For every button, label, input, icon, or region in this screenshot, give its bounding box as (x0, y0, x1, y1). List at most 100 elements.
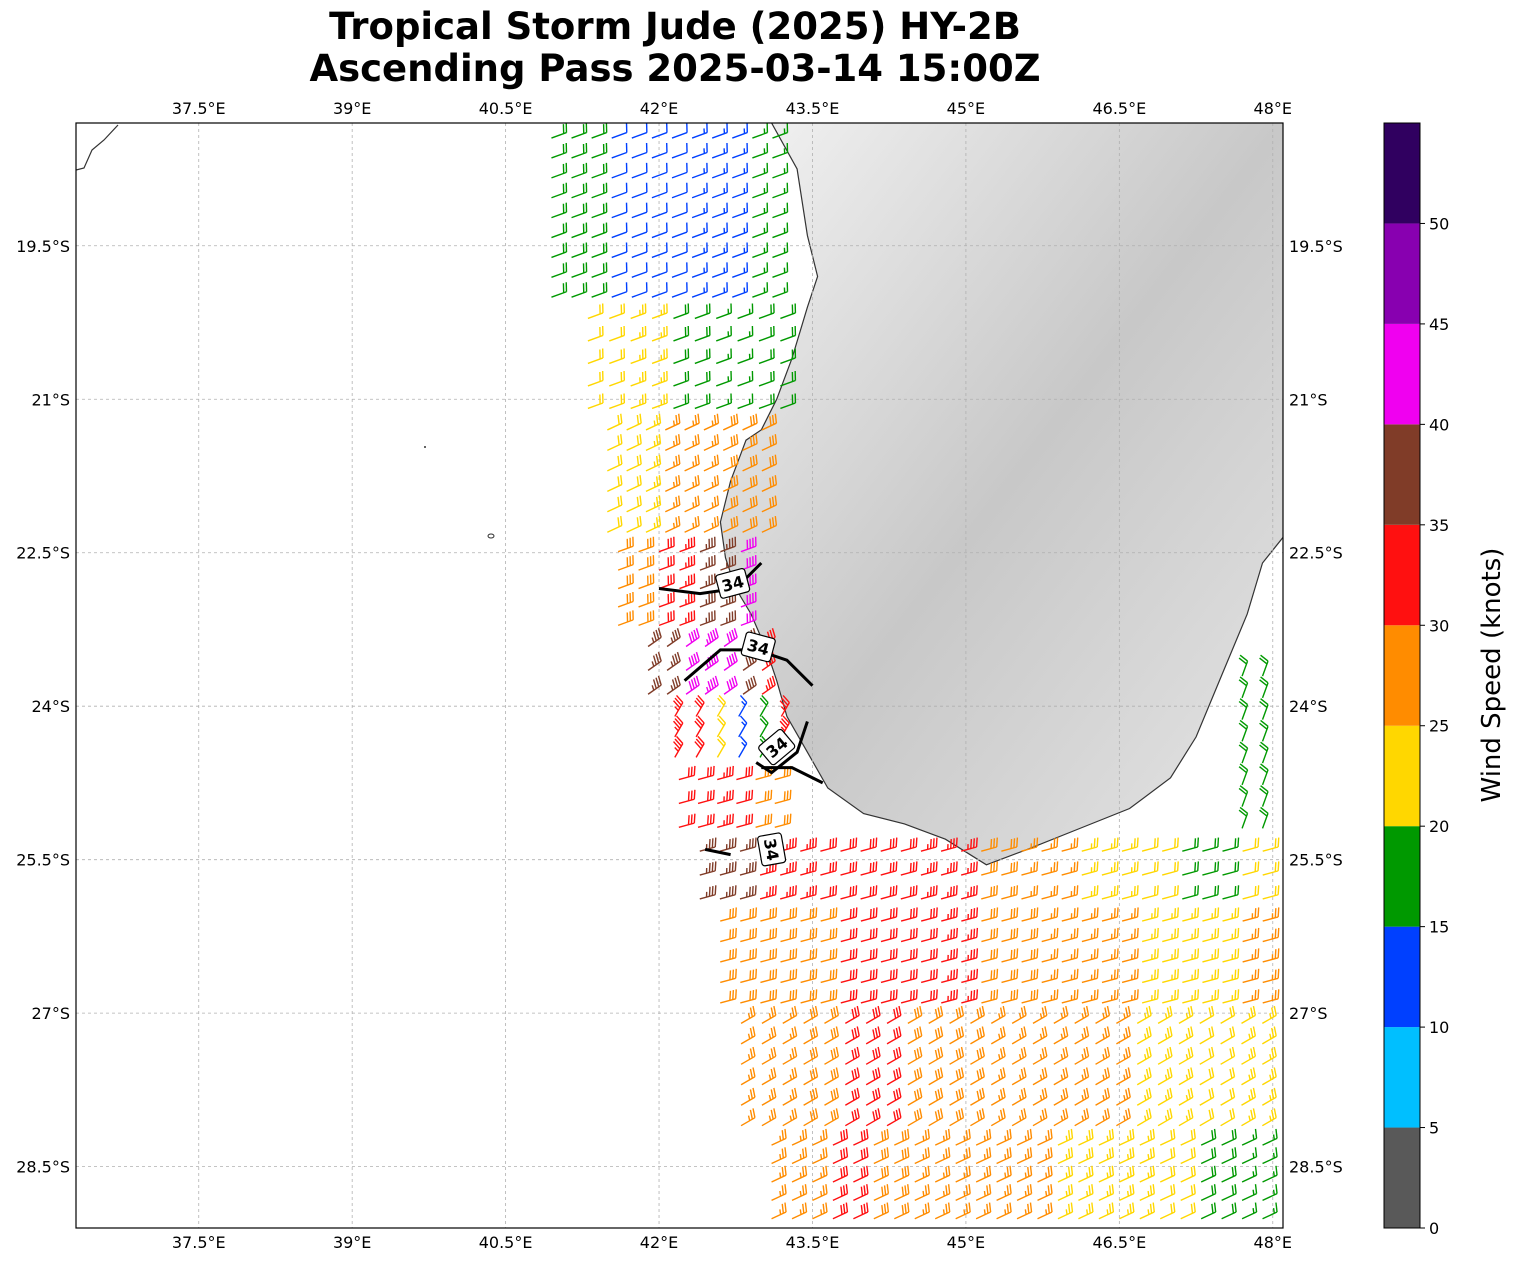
wind-barb (571, 242, 588, 259)
wind-barb (1141, 927, 1159, 943)
wind-barb (679, 591, 696, 608)
lon-tick-label-top: 46.5°E (1092, 99, 1146, 118)
wind-barb (587, 303, 604, 320)
wind-barb (651, 142, 668, 159)
wind-barb (914, 1184, 930, 1202)
wind-barb (1032, 1087, 1048, 1106)
wind-barb (772, 282, 789, 298)
wind-barb (1222, 885, 1240, 900)
wind-barb (1016, 1202, 1033, 1220)
colorbar-bin (1384, 123, 1420, 224)
wind-barb (761, 413, 778, 431)
wind-barb (666, 675, 681, 695)
wind-barb (591, 123, 608, 139)
wind-barb (1074, 1026, 1090, 1045)
lat-tick-label-left: 22.5°S (16, 544, 70, 563)
wind-barb (678, 789, 696, 805)
wind-barb (732, 262, 749, 278)
wind-barb (740, 1108, 756, 1127)
wind-barb (551, 202, 568, 219)
wind-barb (1238, 698, 1249, 720)
wind-barb (820, 907, 838, 922)
wind-barb (844, 1067, 860, 1086)
wind-barb (737, 303, 754, 320)
wind-barb (791, 1184, 808, 1202)
lon-tick-label-top: 37.5°E (172, 99, 226, 118)
wind-barb (1098, 1147, 1115, 1165)
wind-barb (772, 222, 789, 239)
wind-barb (1261, 1087, 1277, 1106)
wind-barb (732, 142, 749, 159)
wind-barb (1159, 1147, 1176, 1165)
wind-barb (671, 123, 688, 139)
wind-barb (1261, 1108, 1277, 1127)
wind-barb (739, 837, 757, 852)
wind-barb (900, 948, 918, 963)
wind-barb (742, 413, 758, 431)
wind-barb (703, 454, 720, 472)
graticule (76, 123, 1283, 1228)
wind-barb (609, 348, 626, 365)
lat-tick-label-left: 19.5°S (16, 237, 70, 256)
wind-barb (800, 927, 818, 943)
wind-barb (752, 202, 769, 219)
wind-barb (1081, 927, 1099, 943)
wind-barb (717, 789, 734, 805)
wind-barb (772, 142, 789, 159)
wind-barb (752, 162, 769, 179)
wind-barb (894, 1128, 910, 1146)
wind-barb (772, 182, 789, 199)
wind-barb (761, 1067, 777, 1086)
wind-barb (732, 123, 749, 139)
wind-barb (860, 968, 878, 984)
wind-barb (1057, 1202, 1074, 1220)
wind-barb (1180, 1202, 1196, 1220)
wind-barb (761, 675, 776, 695)
wind-barb (711, 242, 728, 259)
wind-barb (853, 1165, 869, 1183)
wind-barb (1141, 948, 1159, 963)
wind-barb (1259, 719, 1269, 742)
wind-barb (1053, 1067, 1069, 1086)
wind-barb (894, 1184, 910, 1202)
wind-barb (907, 1067, 923, 1086)
wind-barb (591, 242, 608, 259)
wind-barb (651, 393, 668, 410)
wind-barb (1241, 1202, 1258, 1220)
wind-barb (609, 393, 626, 410)
wind-barb (740, 1087, 756, 1106)
wind-barb (694, 370, 711, 387)
wind-barb (1001, 927, 1019, 943)
lon-tick-label-top: 39°E (333, 99, 371, 118)
wind-barb (1001, 885, 1019, 900)
wind-barb (697, 789, 715, 805)
wind-barb (591, 282, 608, 298)
contour-label-text: 34 (760, 837, 783, 862)
wind-barb (591, 222, 608, 239)
wind-barb (941, 927, 958, 943)
wind-barb (1238, 676, 1249, 699)
wind-barb (1221, 1147, 1237, 1165)
colorbar-bin (1384, 223, 1420, 324)
wind-barb (1098, 1184, 1115, 1202)
lon-tick-label-bottom: 37.5°E (172, 1233, 226, 1252)
wind-barb (609, 303, 626, 320)
wind-barb (1011, 1087, 1027, 1106)
wind-barb (1101, 927, 1119, 943)
wind-barb (800, 989, 818, 1004)
wind-barb (880, 885, 898, 900)
wind-barb (711, 182, 728, 199)
wind-barb (1041, 907, 1059, 922)
contour-label: 34 (715, 568, 751, 599)
wind-barb (720, 948, 737, 963)
wind-barb (736, 813, 754, 828)
wind-barb (631, 162, 648, 179)
wind-barb (1178, 1067, 1194, 1086)
wind-barb (752, 222, 769, 239)
wind-barb (900, 907, 918, 922)
wind-barb (886, 1087, 902, 1106)
wind-barb (752, 142, 769, 159)
wind-barb (740, 1005, 756, 1024)
wind-barb (685, 628, 700, 648)
wind-barb (1259, 654, 1269, 677)
